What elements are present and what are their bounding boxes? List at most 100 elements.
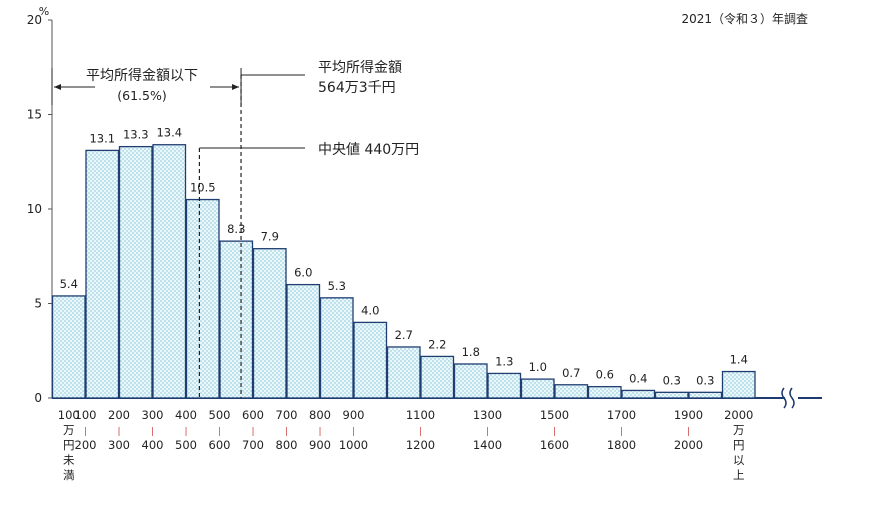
y-unit-label: % — [39, 5, 49, 18]
x-tick-label-line: | — [84, 427, 87, 437]
bar — [386, 346, 421, 399]
x-tick-label: 100 |200 — [75, 408, 97, 452]
x-tick-label-line: 1600 — [540, 438, 569, 452]
x-tick-label: 1900 |2000 — [674, 408, 703, 452]
axis-break-mark — [789, 387, 795, 409]
x-tick-label-line: 700 — [276, 408, 298, 422]
x-tick-label-line: 2000 — [724, 408, 753, 422]
x-tick-label-line: 700 — [242, 438, 264, 452]
bar — [654, 391, 689, 399]
x-tick-labels: 100万円未満100|200200|300300|400400|500500|6… — [58, 408, 754, 482]
x-tick-label: 1500 |1600 — [540, 408, 569, 452]
x-tick-label: 200 |300 — [108, 408, 130, 452]
bar — [319, 297, 354, 399]
x-tick-label-line: 300 — [142, 408, 164, 422]
value-label: 1.3 — [495, 354, 513, 368]
x-tick-label-line: 800 — [276, 438, 298, 452]
x-tick-label: 1700 |1800 — [607, 408, 636, 452]
value-label: 4.0 — [361, 303, 379, 317]
x-tick-label-line: 900 — [343, 408, 365, 422]
x-tick-label-line: | — [687, 427, 690, 437]
x-tick-label-line: 600 — [209, 438, 231, 452]
x-tick-label-line: 100 — [58, 408, 80, 422]
x-tick-label-line: 上 — [733, 468, 745, 482]
value-label: 5.4 — [60, 277, 78, 291]
bar — [721, 370, 756, 399]
bar — [219, 240, 254, 399]
bar — [420, 355, 455, 399]
bar — [554, 384, 589, 399]
value-label: 1.4 — [730, 353, 748, 367]
x-tick-label-line: 1900 — [674, 408, 703, 422]
value-label: 0.4 — [629, 371, 647, 385]
bar — [353, 321, 388, 399]
x-tick-label-line: 未 — [63, 453, 75, 467]
y-tick-label: 10 — [27, 202, 42, 216]
x-tick-label: 400 |500 — [175, 408, 197, 452]
x-tick-label-line: | — [285, 427, 288, 437]
x-tick-label-line: 500 — [209, 408, 231, 422]
x-tick-label-line: 1100 — [406, 408, 435, 422]
x-tick-label-line: | — [251, 427, 254, 437]
value-label: 0.3 — [663, 373, 681, 387]
x-tick-label-line: | — [218, 427, 221, 437]
x-tick-label-line: 円 — [63, 438, 75, 452]
x-tick-label-line: 400 — [142, 438, 164, 452]
bar — [286, 283, 321, 399]
value-label: 2.2 — [428, 337, 446, 351]
bar — [118, 145, 153, 399]
bar — [487, 372, 522, 399]
value-labels: 5.4 13.1 13.3 13.4 10.5 8.3 7.9 6.0 5.3 4.0 2.7 2.2… — [60, 126, 748, 388]
y-tick-label: 5 — [34, 297, 42, 311]
x-tick-label-line: | — [184, 427, 187, 437]
x-tick-label-line: 以 — [733, 453, 745, 467]
bar — [51, 295, 86, 399]
average-value: 564万3千円 — [318, 80, 396, 96]
x-tick-label-line: 100 — [75, 408, 97, 422]
x-tick-label-line: 1000 — [339, 438, 368, 452]
x-tick-label-line: 1800 — [607, 438, 636, 452]
x-tick-label-line: 1400 — [473, 438, 502, 452]
x-tick-label: 600 |700 — [242, 408, 264, 452]
x-tick-label-line: | — [318, 427, 321, 437]
below-average-pct: (61.5%) — [117, 88, 166, 103]
x-tick-label-line: 万 — [733, 423, 745, 437]
x-tick-label-line: | — [486, 427, 489, 437]
value-label: 13.4 — [156, 126, 182, 140]
x-tick-label-line: 500 — [175, 438, 197, 452]
x-tick-label: 300 |400 — [142, 408, 164, 452]
x-tick-label-line: 万 — [63, 423, 75, 437]
value-label: 0.7 — [562, 366, 580, 380]
x-tick-label-line: 200 — [75, 438, 97, 452]
bar — [453, 363, 488, 399]
x-tick-label-line: 1500 — [540, 408, 569, 422]
x-tick-label-line: | — [620, 427, 623, 437]
x-tick-label-line: | — [553, 427, 556, 437]
value-label: 2.7 — [395, 328, 413, 342]
value-label: 0.6 — [596, 368, 614, 382]
axis-break-mark — [781, 387, 787, 409]
bar — [688, 391, 723, 399]
x-tick-label: 1300 |1400 — [473, 408, 502, 452]
x-tick-label-line: 200 — [108, 408, 130, 422]
y-tick-label: 0 — [34, 391, 42, 405]
survey-year-note: 2021（令和３）年調査 — [681, 12, 808, 26]
y-tick-label: 15 — [27, 108, 42, 122]
median-label: 中央値 440万円 — [318, 142, 419, 158]
x-tick-label-line: 300 — [108, 438, 130, 452]
x-tick-label-line: 400 — [175, 408, 197, 422]
x-tick-label-line: 円 — [733, 438, 745, 452]
x-tick-label-line: | — [419, 427, 422, 437]
x-tick-label: 800 |900 — [309, 408, 331, 452]
x-tick-label-line: 1700 — [607, 408, 636, 422]
x-tick-label-line: 満 — [63, 468, 75, 482]
x-tick-label-line: 800 — [309, 408, 331, 422]
value-label: 8.3 — [227, 222, 245, 236]
bar — [621, 389, 656, 399]
x-tick-label-line: 1200 — [406, 438, 435, 452]
x-tick-label: 900 |1000 — [339, 408, 368, 452]
x-tick-label-line: 600 — [242, 408, 264, 422]
